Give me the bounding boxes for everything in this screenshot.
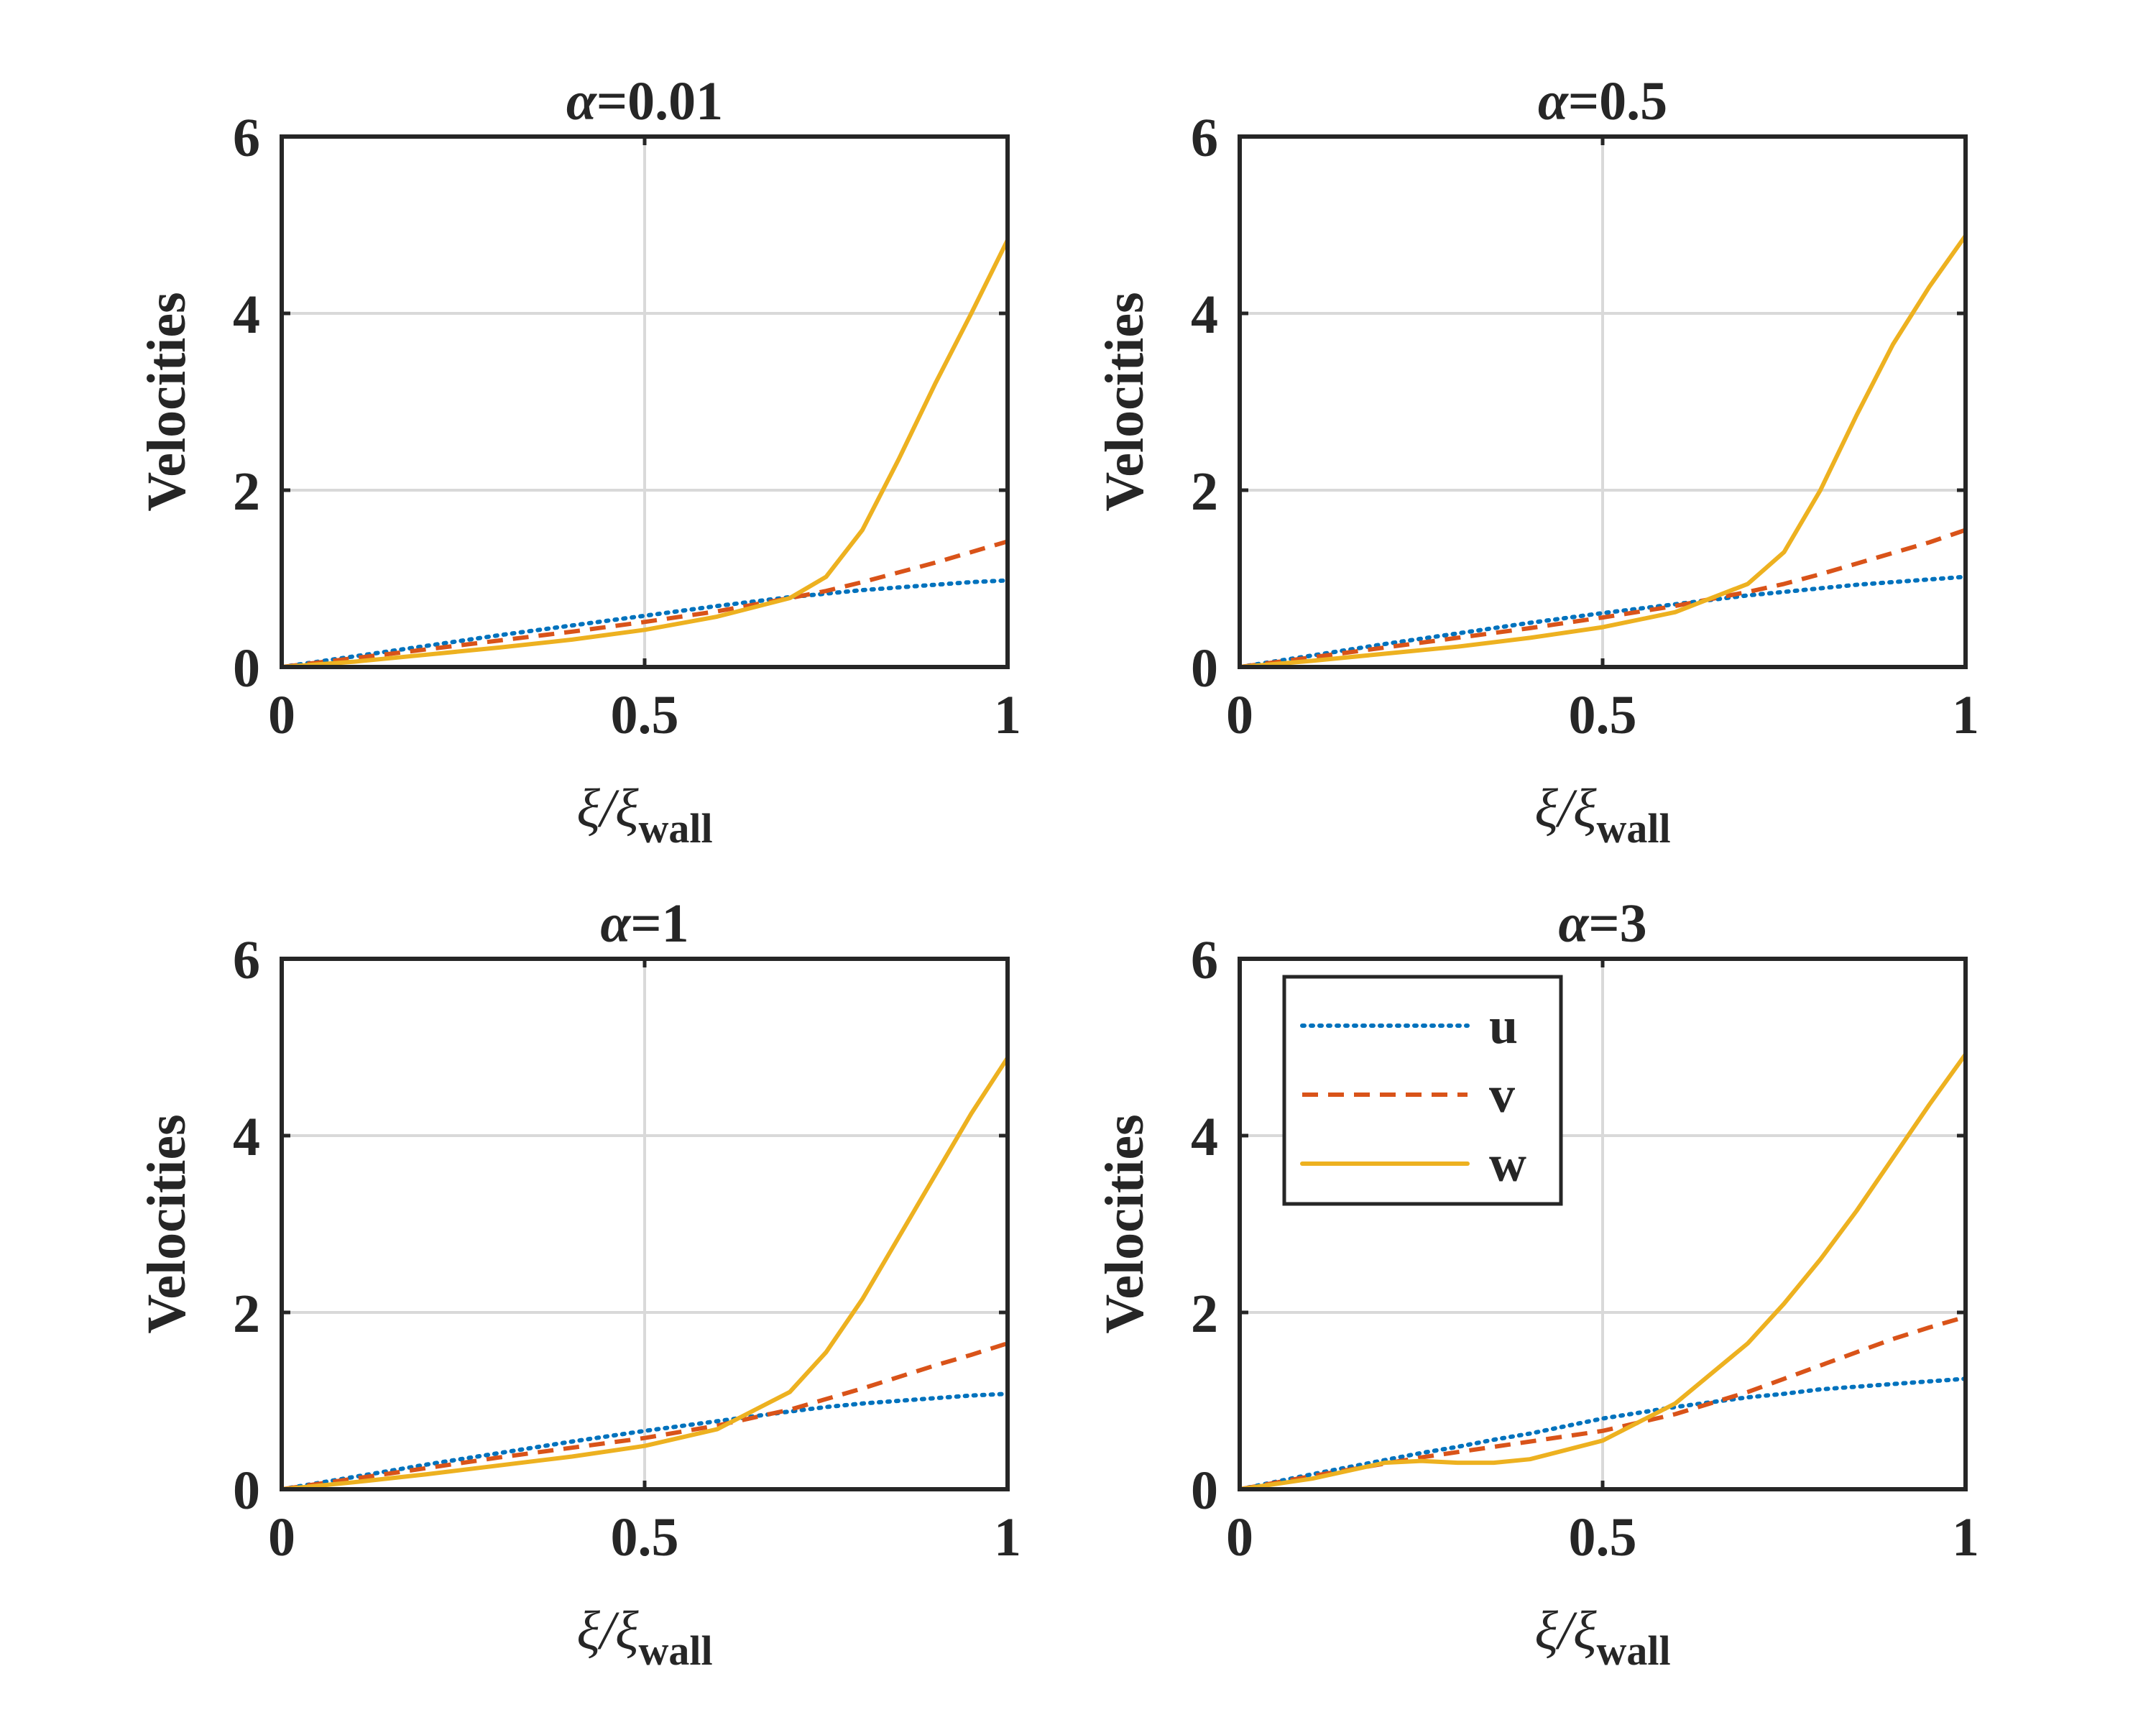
x-tick-label: 1: [1952, 685, 1979, 745]
y-tick-label: 2: [233, 1284, 260, 1344]
x-axis-label-main: ξ/ξ: [576, 1601, 639, 1661]
x-axis-label: ξ/ξwall: [576, 1601, 712, 1674]
y-axis-label: Velocities: [137, 292, 197, 511]
legend-label-w: w: [1489, 1135, 1526, 1192]
series-line-w: [280, 1055, 1010, 1491]
legend: uvw: [1282, 975, 1563, 1206]
y-tick-label: 0: [233, 638, 260, 699]
subplot-4: 0 0.5 1 0 2 4 6 α=3 ξ/ξwall Velocities uvw: [1095, 893, 1979, 1674]
y-axis-label: Velocities: [137, 1114, 197, 1333]
series-line-w: [1238, 1052, 1968, 1491]
x-axis-label-main: ξ/ξ: [576, 778, 639, 839]
series-line-w: [1238, 233, 1968, 669]
legend-box: [1282, 975, 1563, 1206]
y-tick-label: 0: [1191, 638, 1218, 699]
title-value: =1: [630, 893, 688, 954]
y-tick-label: 6: [233, 108, 260, 168]
x-axis-label: ξ/ξwall: [1534, 1601, 1670, 1674]
chart-title: α=0.5: [1538, 71, 1667, 132]
series-line-u: [1238, 1376, 1968, 1491]
title-alpha-symbol: α: [1538, 71, 1570, 132]
y-tick-label: 6: [233, 930, 260, 990]
x-axis-label-subscript: wall: [639, 805, 713, 852]
x-axis-label-main: ξ/ξ: [1534, 778, 1597, 839]
title-value: =3: [1588, 893, 1646, 954]
x-tick-label: 1: [1952, 1507, 1979, 1568]
x-tick-label: 0.5: [1569, 685, 1637, 745]
y-tick-label: 6: [1191, 108, 1218, 168]
legend-label-v: v: [1489, 1066, 1515, 1123]
series-line-u: [280, 578, 1010, 669]
series-line-v: [281, 1341, 1008, 1491]
y-tick-label: 4: [1191, 285, 1218, 345]
y-tick-label: 0: [233, 1460, 260, 1521]
subplot-2: 0 0.5 1 0 2 4 6 α=0.5 ξ/ξwall Velocities: [1095, 71, 1979, 852]
x-tick-label: 0: [268, 685, 295, 745]
y-tick-label: 4: [233, 1107, 260, 1167]
x-tick-label: 0: [1226, 1507, 1253, 1568]
x-tick-label: 1: [994, 685, 1021, 745]
legend-label-u: u: [1489, 997, 1518, 1054]
subplot-1: 0 0.5 1 0 2 4 6 α=0.01 ξ/ξwall Velocities: [137, 71, 1021, 852]
y-tick-label: 4: [233, 285, 260, 345]
y-tick-label: 2: [1191, 461, 1218, 522]
y-tick-label: 6: [1191, 930, 1218, 990]
subplot-3: 0 0.5 1 0 2 4 6 α=1 ξ/ξwall Velocities: [137, 893, 1021, 1674]
x-axis-label: ξ/ξwall: [576, 778, 712, 852]
series-line-v: [281, 539, 1008, 669]
chart-title: α=3: [1558, 893, 1646, 954]
x-axis-label: ξ/ξwall: [1534, 778, 1670, 852]
x-axis-label-main: ξ/ξ: [1534, 1601, 1597, 1661]
x-tick-label: 0: [1226, 685, 1253, 745]
x-tick-label: 1: [994, 1507, 1021, 1568]
x-tick-label: 0.5: [611, 685, 679, 745]
y-tick-label: 2: [1191, 1284, 1218, 1344]
title-value: =0.01: [596, 71, 723, 132]
series-line-w: [280, 237, 1010, 669]
y-tick-label: 4: [1191, 1107, 1218, 1167]
title-alpha-symbol: α: [600, 893, 632, 954]
chart-title: α=1: [600, 893, 688, 954]
title-alpha-symbol: α: [1558, 893, 1590, 954]
y-axis-label: Velocities: [1095, 292, 1155, 511]
y-axis-label: Velocities: [1095, 1114, 1155, 1333]
title-alpha-symbol: α: [566, 71, 598, 132]
title-value: =0.5: [1568, 71, 1667, 132]
x-axis-label-subscript: wall: [639, 1627, 713, 1674]
x-axis-label-subscript: wall: [1597, 805, 1671, 852]
chart-title: α=0.01: [566, 71, 723, 132]
x-tick-label: 0.5: [611, 1507, 679, 1568]
y-tick-label: 2: [233, 461, 260, 522]
y-tick-label: 0: [1191, 1460, 1218, 1521]
x-axis-label-subscript: wall: [1597, 1627, 1671, 1674]
x-tick-label: 0.5: [1569, 1507, 1637, 1568]
x-tick-label: 0: [268, 1507, 295, 1568]
